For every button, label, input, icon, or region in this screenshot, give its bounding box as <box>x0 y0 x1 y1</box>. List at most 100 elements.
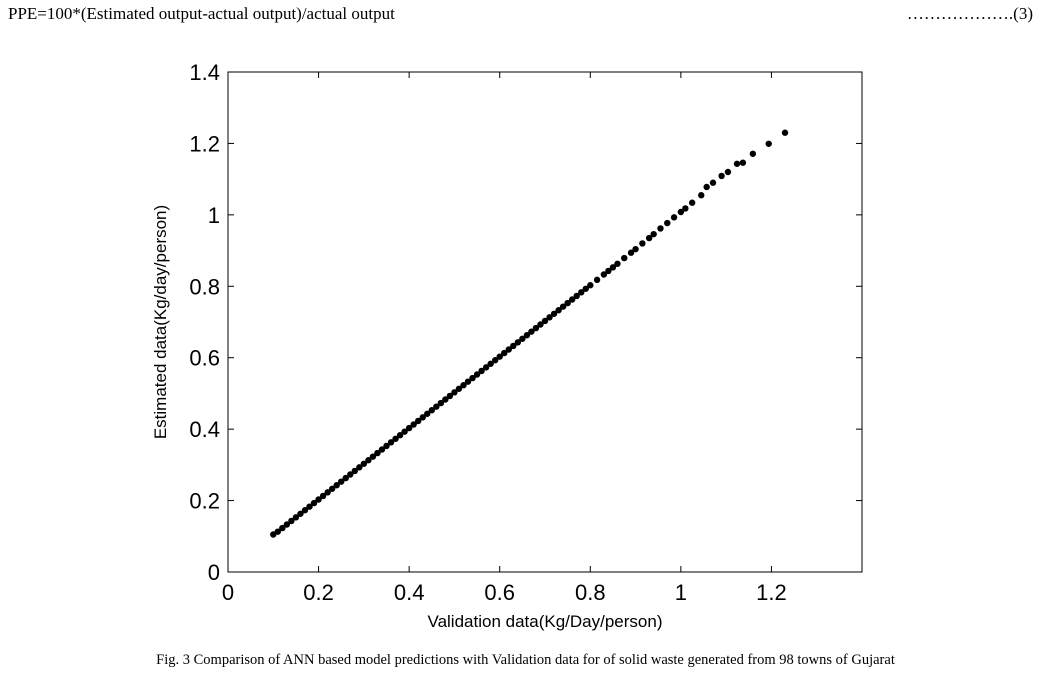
data-point <box>739 159 747 166</box>
data-point <box>442 396 449 403</box>
data-point <box>510 342 517 350</box>
data-point <box>523 332 531 339</box>
data-point <box>514 339 522 346</box>
data-point <box>568 296 576 303</box>
data-point <box>279 524 286 532</box>
plot-frame <box>227 71 863 573</box>
data-point <box>487 360 494 367</box>
equation-number: ……………….(3) <box>906 4 1033 23</box>
y-tick-label: 0 <box>208 560 220 585</box>
data-point <box>288 517 295 525</box>
data-point <box>437 399 445 407</box>
data-point <box>292 514 300 521</box>
figure-caption: Fig. 3 Comparison of ANN based model pre… <box>156 652 895 668</box>
x-tick-label: 0.8 <box>575 580 606 605</box>
data-point <box>491 357 499 364</box>
data-point <box>319 492 327 500</box>
data-point <box>657 225 664 232</box>
data-point <box>519 335 526 342</box>
data-point <box>664 219 671 227</box>
y-tick-label: 1.4 <box>189 60 220 85</box>
data-point <box>415 417 422 425</box>
equation: PPE=100*(Estimated output-actual output)… <box>8 4 395 23</box>
data-point <box>677 208 685 216</box>
data-point <box>537 321 544 328</box>
data-point <box>328 485 336 492</box>
x-tick-label: 0.4 <box>394 580 425 605</box>
x-axis-label: Validation data(Kg/Day/person) <box>428 612 663 631</box>
y-axis-label: Estimated data(Kg/day/person) <box>151 205 170 439</box>
data-point <box>749 150 757 157</box>
data-point <box>451 389 458 396</box>
data-point <box>765 140 772 147</box>
data-point <box>733 160 741 167</box>
data-point <box>405 424 413 432</box>
data-point <box>546 314 553 321</box>
data-point <box>650 230 657 238</box>
data-point <box>469 374 476 382</box>
data-point <box>306 503 313 510</box>
data-point <box>401 428 408 435</box>
data-point <box>378 446 386 453</box>
data-point <box>274 528 282 535</box>
data-point <box>424 410 431 417</box>
y-tick-label: 0.4 <box>189 417 220 442</box>
data-point <box>478 367 485 375</box>
data-point <box>396 432 404 439</box>
data-point <box>464 378 472 385</box>
data-point <box>541 317 549 325</box>
data-point <box>582 285 589 292</box>
data-point <box>709 179 717 186</box>
data-point <box>632 245 639 253</box>
data-point <box>455 385 463 392</box>
data-point <box>609 264 617 271</box>
data-point <box>433 403 440 410</box>
data-point <box>410 421 417 428</box>
y-tick-label: 1.2 <box>189 131 220 156</box>
data-point <box>532 324 540 332</box>
data-point <box>578 289 585 296</box>
data-point <box>351 467 358 475</box>
data-point <box>301 507 309 514</box>
data-point <box>473 371 481 378</box>
data-point <box>600 271 608 278</box>
data-point <box>621 254 628 262</box>
data-point <box>360 460 368 467</box>
x-tick-label: 0 <box>222 580 234 605</box>
data-point <box>627 249 635 256</box>
data-point <box>698 192 705 199</box>
data-point <box>688 199 696 206</box>
data-point <box>564 299 571 307</box>
data-point <box>645 234 653 242</box>
data-point <box>593 276 601 284</box>
data-point <box>505 346 512 353</box>
data-point <box>639 240 646 247</box>
data-point <box>528 328 535 335</box>
data-point <box>550 310 558 317</box>
data-point <box>703 183 710 191</box>
data-point <box>387 439 395 446</box>
data-point <box>310 499 318 507</box>
data-point <box>428 407 435 414</box>
data-point <box>342 474 349 482</box>
data-point <box>315 496 322 503</box>
data-point <box>718 172 725 180</box>
data-point <box>392 435 399 442</box>
y-tick-label: 0.8 <box>189 274 220 299</box>
data-point <box>482 364 490 371</box>
data-point <box>374 449 381 457</box>
x-tick-label: 1 <box>675 580 687 605</box>
data-point <box>614 260 621 267</box>
data-point <box>446 392 454 400</box>
data-point <box>460 382 467 389</box>
data-point <box>283 521 291 528</box>
data-point <box>338 478 345 485</box>
data-point <box>365 457 372 464</box>
data-point <box>383 442 390 450</box>
data-point <box>670 214 678 221</box>
data-point <box>555 307 562 314</box>
data-point <box>587 282 594 289</box>
data-point <box>559 303 567 310</box>
data-point <box>356 464 363 471</box>
